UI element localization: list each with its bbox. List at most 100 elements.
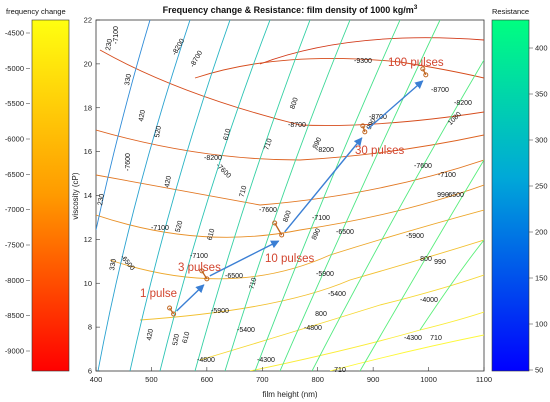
colorbar-tick-label: 50 — [535, 366, 543, 375]
colorbar-tick-label: 350 — [535, 90, 548, 99]
freq-contour-label: -4800 — [304, 325, 322, 332]
pulse-marker — [420, 66, 426, 72]
y-tick-label: 12 — [84, 235, 92, 244]
colorbar-tick-label: -7500 — [5, 241, 24, 250]
res-contour-label: 800 — [315, 311, 327, 318]
res-contour — [97, 20, 191, 371]
x-tick-label: 900 — [367, 375, 380, 384]
res-contour — [224, 20, 351, 371]
colorbar-tick-label: -4500 — [5, 29, 24, 38]
colorbar-tick-label: -9000 — [5, 347, 24, 356]
colorbar-tick-label: -6000 — [5, 135, 24, 144]
freq-contour-label: -7100 — [312, 215, 330, 222]
freq-contour — [249, 311, 484, 371]
colorbar-resistance — [491, 19, 530, 372]
pulse-annotation: 3 pulses — [178, 262, 221, 274]
res-contour-label: 330 — [109, 258, 118, 271]
y-axis-ticks: 6 8 10 12 14 16 18 20 22 — [84, 16, 100, 376]
res-contour — [96, 20, 151, 231]
colorbar-tick-label: 300 — [535, 136, 548, 145]
pulse-series — [167, 66, 429, 317]
freq-contour-label: -7600 — [414, 163, 432, 170]
x-tick-label: 700 — [256, 375, 269, 384]
freq-contour-label: -7100 — [438, 172, 456, 179]
colorbar-frequency-title: frequency change — [6, 7, 66, 16]
res-contour — [159, 20, 271, 371]
res-contour-label: 330 — [124, 73, 133, 86]
freq-contour-label: -5400 — [328, 291, 346, 298]
pulse-annotation: 10 pulses — [265, 253, 314, 265]
freq-contour-label: -6500 — [336, 229, 354, 236]
freq-contour-label: -5900 — [406, 233, 424, 240]
freq-contour — [96, 184, 484, 238]
freq-contour — [96, 129, 484, 161]
y-tick-label: 22 — [84, 16, 92, 25]
pulse-annotation: 100 pulses — [388, 57, 444, 69]
pulse-segment — [362, 125, 366, 133]
freq-contour-label: -4000 — [420, 297, 438, 304]
freq-contour — [99, 49, 484, 126]
pulse-annotation: 30 pulses — [355, 145, 404, 157]
freq-contour-label: -6500 — [225, 273, 243, 280]
res-contour — [419, 239, 484, 331]
colorbar-tick-label: 200 — [535, 228, 548, 237]
freq-contour-label: -8200 — [316, 147, 334, 154]
res-contour-label: 520 — [175, 220, 185, 233]
freq-contour — [259, 37, 484, 65]
plot-area — [95, 19, 485, 372]
freq-contour-label: -7600 — [259, 207, 277, 214]
freq-contour-label: -7100 — [190, 253, 208, 260]
colorbar-tick-label: -8500 — [5, 311, 24, 320]
res-contour-label: 610 — [207, 228, 217, 241]
colorbar-tick-label: 400 — [535, 44, 548, 53]
res-contour-label: 710 — [263, 138, 274, 151]
res-contour-label: 710 — [239, 185, 249, 198]
freq-contour-label: -4300 — [257, 357, 275, 364]
colorbar-tick-label: -5000 — [5, 64, 24, 73]
res-contour-label: 800 — [289, 97, 300, 110]
res-contour-label: 420 — [146, 328, 155, 341]
freq-contour — [199, 274, 484, 361]
res-contour-label: 610 — [223, 128, 233, 141]
res-contour-label: 520 — [154, 125, 163, 138]
y-tick-label: 8 — [88, 323, 92, 332]
freq-contour-label: -5900 — [211, 308, 229, 315]
x-tick-label: 500 — [145, 375, 158, 384]
freq-contour-label: -8200 — [204, 155, 222, 162]
x-tick-label: 400 — [90, 375, 103, 384]
y-tick-label: 16 — [84, 147, 92, 156]
pulse-arrow — [367, 80, 424, 130]
res-contour-label: 230 — [105, 38, 114, 51]
res-contour-label: 610 — [182, 331, 192, 344]
colorbar-tick-label: -5500 — [5, 99, 24, 108]
res-contour-label: 800 — [282, 210, 293, 223]
res-contour — [359, 159, 484, 371]
colorbar-tick-label: -7000 — [5, 205, 24, 214]
contour-layer — [96, 20, 484, 371]
freq-contour-label: -8200 — [454, 100, 472, 107]
res-contour-label: 420 — [164, 175, 173, 188]
pulse-arrow — [284, 137, 363, 233]
freq-contour-label: -4300 — [404, 335, 422, 342]
pulse-annotation: 1 pulse — [140, 288, 177, 300]
colorbar-frequency-ticks: -4500 -5000 -5500 -6000 -6500 -7000 -7500 -8000… — [5, 29, 30, 356]
y-tick-label: 6 — [88, 367, 92, 376]
res-contour-label: 710 — [334, 367, 346, 374]
pulse-annotations: 1 pulse 3 pulses 10 pulses 30 pulses 100 pul… — [140, 57, 444, 300]
pulse-marker — [167, 305, 173, 311]
pulse-marker — [360, 123, 366, 129]
freq-contour-label: -8700 — [369, 114, 387, 121]
y-tick-label: 18 — [84, 103, 92, 112]
freq-contour — [194, 57, 484, 79]
freq-contour-label: -7600 — [125, 153, 132, 171]
freq-contour — [329, 334, 484, 371]
res-contour-label: 990 — [437, 192, 449, 199]
res-contour — [311, 59, 484, 371]
pulse-segment — [169, 307, 175, 315]
pulse-point — [171, 311, 177, 317]
res-contour-label: 420 — [138, 109, 147, 122]
pulse-marker — [199, 268, 205, 274]
freq-contour-label: -8700 — [431, 87, 449, 94]
res-contour-label: 710 — [249, 277, 259, 290]
